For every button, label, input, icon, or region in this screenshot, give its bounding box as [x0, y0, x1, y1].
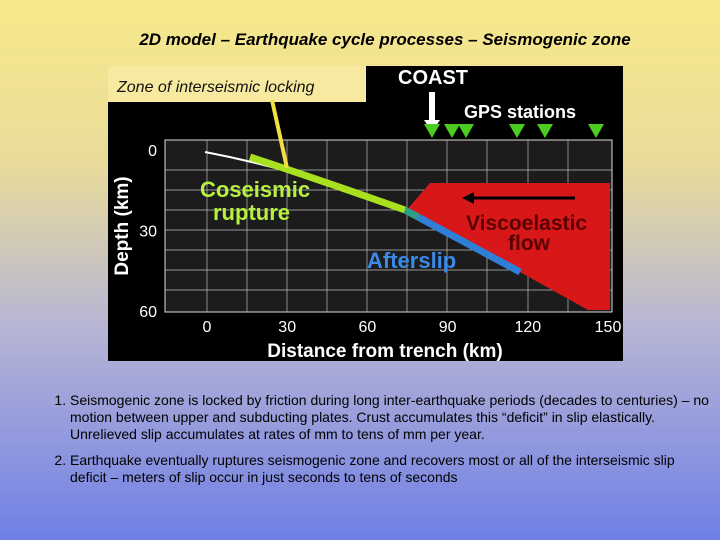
- y-tick-label: 30: [139, 224, 157, 241]
- figure-label: Coseismic: [200, 177, 310, 202]
- viscoelastic-region: [405, 183, 610, 310]
- note: Seismogenic zone is locked by friction d…: [70, 392, 710, 443]
- x-tick-label: 60: [359, 319, 377, 336]
- axis-title: Depth (km): [112, 176, 133, 275]
- slide-title: 2D model – Earthquake cycle processes – …: [139, 30, 631, 49]
- y-tick-label: 0: [148, 143, 157, 160]
- note: Earthquake eventually ruptures seismogen…: [70, 452, 710, 486]
- figure-label: Viscoelastic: [466, 212, 587, 235]
- y-ticks: 0 30 60: [139, 143, 157, 321]
- figure-label: COAST: [398, 67, 468, 89]
- figure-label: Afterslip: [367, 248, 456, 273]
- axis-title: Distance from trench (km): [267, 341, 502, 362]
- figure: Zone of interseismic locking COAST GPS s…: [108, 66, 623, 362]
- x-ticks: 0 30 60 90 120 150: [203, 319, 622, 336]
- flow-arrowhead: [462, 192, 474, 204]
- transition-segment: [403, 206, 420, 221]
- coseismic-segment: [248, 153, 407, 214]
- x-tick-label: 150: [595, 319, 622, 336]
- afterslip-segment: [416, 213, 522, 276]
- x-tick-label: 90: [439, 319, 457, 336]
- arrow: [270, 99, 289, 169]
- y-tick-label: 60: [139, 304, 157, 321]
- notes: Seismogenic zone is locked by friction d…: [40, 392, 710, 495]
- gps-markers: [424, 124, 604, 138]
- figure-label: flow: [508, 232, 551, 255]
- label-box: [108, 66, 366, 102]
- x-tick-label: 0: [203, 319, 212, 336]
- figure-label: Zone of interseismic locking: [116, 79, 315, 96]
- figure-label: GPS stations: [464, 102, 576, 122]
- x-tick-label: 120: [514, 319, 541, 336]
- figure-label: rupture: [213, 200, 290, 225]
- x-tick-label: 30: [278, 319, 296, 336]
